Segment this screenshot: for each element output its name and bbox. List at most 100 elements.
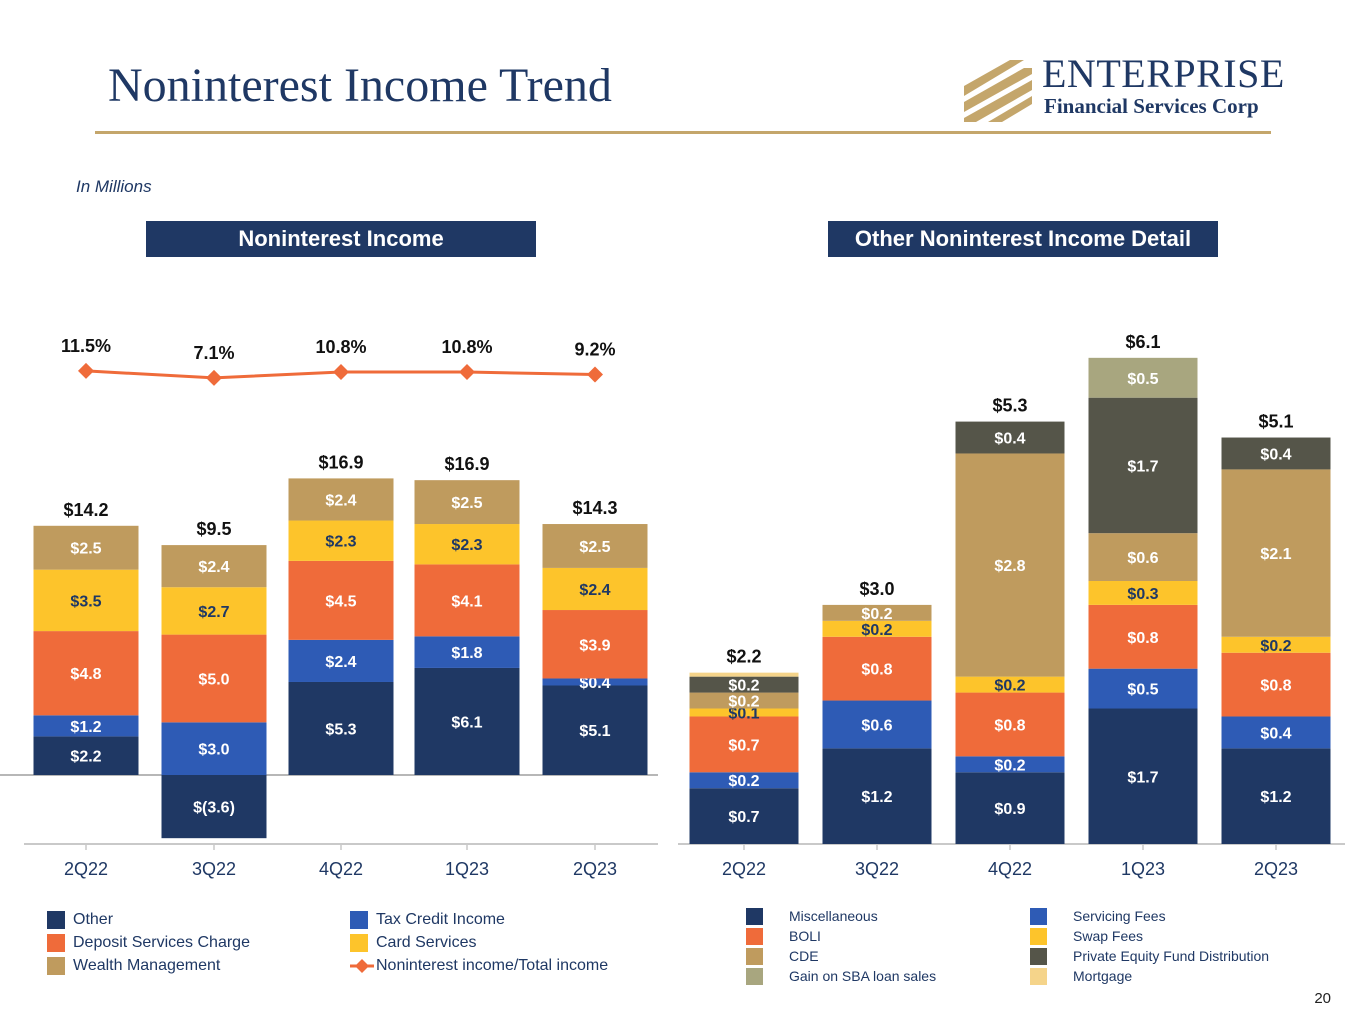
- left-bar-label: $4.8: [70, 666, 101, 683]
- right-bar-swap-fees: [689, 708, 799, 717]
- left-bar-card-services: [542, 567, 648, 611]
- left-bar-label: $5.0: [198, 671, 229, 688]
- right-bar-boli: [1221, 652, 1331, 717]
- ratio-point: [206, 369, 222, 386]
- right-bar-label: $0.3: [1127, 586, 1158, 603]
- left-tick-label: 2Q23: [573, 859, 617, 879]
- legend-label: BOLI: [789, 928, 821, 944]
- ratio-point: [78, 362, 94, 379]
- logo-subtitle: Financial Services Corp: [1044, 94, 1259, 118]
- units-note: In Millions: [76, 177, 152, 196]
- page-title: Noninterest Income Trend: [108, 59, 612, 112]
- right-total-label: $2.2: [726, 647, 761, 667]
- left-bar-deposit-services-charge: [33, 631, 139, 716]
- left-bar-label: $3.5: [70, 593, 101, 610]
- logo-name: ENTERPRISE: [1042, 51, 1285, 96]
- right-bar-label: $1.2: [861, 789, 892, 806]
- legend-swatch: [1030, 908, 1047, 925]
- legend-label: Deposit Services Charge: [73, 934, 250, 951]
- left-bar-label: $2.3: [325, 534, 356, 551]
- legend-label: Other: [73, 911, 114, 928]
- left-bar-label: $3.0: [198, 742, 229, 759]
- right-bar-cde: [689, 692, 799, 709]
- right-bar-label: $2.8: [994, 558, 1025, 575]
- right-bar-label: $1.2: [1260, 789, 1291, 806]
- legend-swatch: [350, 911, 368, 929]
- other-noninterest-income-chart: 2Q22$0.7$0.2$0.7$0.1$0.2$0.2$2.23Q22$1.2…: [678, 332, 1345, 879]
- legend-swatch: [746, 968, 763, 985]
- legend-swatch: [47, 934, 65, 952]
- right-bar-label: $2.1: [1260, 546, 1291, 563]
- left-bar-tax-credit-income: [288, 639, 394, 682]
- left-bar-tax-credit-income: [414, 636, 520, 668]
- right-total-label: $3.0: [859, 579, 894, 599]
- left-bar-card-services: [414, 524, 520, 565]
- left-bar-card-services: [161, 587, 267, 635]
- right-bar-label: $1.7: [1127, 458, 1158, 475]
- left-bar-label: $4.5: [325, 593, 356, 610]
- left-bar-other: [33, 736, 139, 775]
- right-bar-swap-fees: [955, 676, 1065, 693]
- ratio-label: 9.2%: [574, 340, 615, 360]
- left-bar-other: [542, 685, 648, 775]
- left-bar-label: $2.5: [70, 541, 101, 558]
- left-bar-deposit-services-charge: [288, 560, 394, 640]
- right-bar-label: $0.8: [994, 717, 1025, 734]
- left-tick-label: 1Q23: [445, 859, 489, 879]
- legend-swatch: [47, 911, 65, 929]
- left-bar-label: $2.4: [325, 492, 356, 509]
- right-bar-cde: [955, 453, 1065, 677]
- left-bar-label: $1.2: [70, 719, 101, 736]
- left-bar-label: $4.1: [451, 593, 482, 610]
- right-bar-label: $0.8: [1260, 678, 1291, 695]
- right-tick-label: 1Q23: [1121, 859, 1165, 879]
- left-bar-deposit-services-charge: [161, 634, 267, 723]
- left-bar-other: [161, 775, 267, 839]
- right-bar-label: $0.4: [1260, 446, 1291, 463]
- left-bar-label: $2.4: [325, 654, 356, 671]
- right-bar-private-equity-fund-distribution: [689, 676, 799, 693]
- left-bar-tax-credit-income: [161, 722, 267, 775]
- right-bar-servicing-fees: [1221, 716, 1331, 749]
- company-logo: ENTERPRISE Financial Services Corp: [962, 51, 1285, 126]
- right-bar-cde: [1088, 533, 1198, 581]
- right-tick-label: 2Q23: [1254, 859, 1298, 879]
- left-bar-label: $5.3: [325, 721, 356, 738]
- left-tick-label: 2Q22: [64, 859, 108, 879]
- right-bar-boli: [689, 716, 799, 773]
- left-bar-card-services: [288, 520, 394, 561]
- right-bar-miscellaneous: [1088, 708, 1198, 844]
- right-bar-miscellaneous: [955, 772, 1065, 844]
- right-bar-servicing-fees: [689, 772, 799, 789]
- right-bar-servicing-fees: [955, 756, 1065, 773]
- right-bar-private-equity-fund-distribution: [1088, 397, 1198, 534]
- left-total-label: $16.9: [318, 452, 363, 472]
- right-bar-label: $0.2: [994, 757, 1025, 774]
- enterprise-logo-icon: [964, 60, 1032, 122]
- legend-label: Swap Fees: [1073, 928, 1144, 944]
- legend-label: Wealth Management: [73, 957, 221, 974]
- right-total-label: $5.3: [992, 396, 1027, 416]
- right-bar-miscellaneous: [689, 788, 799, 844]
- line-diamond-legend-icon: [350, 957, 374, 975]
- ratio-point: [333, 364, 349, 380]
- left-bar-tax-credit-income: [542, 678, 648, 686]
- legend-swatch: [746, 908, 763, 925]
- left-bar-other: [414, 667, 520, 775]
- right-bar-boli: [955, 692, 1065, 757]
- right-total-label: $5.1: [1258, 412, 1293, 432]
- right-bar-label: $0.5: [1127, 682, 1158, 699]
- left-chart-title: Noninterest Income: [146, 221, 536, 257]
- left-bar-label: $1.8: [451, 645, 482, 662]
- left-bar-label: $6.1: [451, 714, 482, 731]
- legend-swatch: [1030, 928, 1047, 945]
- right-tick-label: 3Q22: [855, 859, 899, 879]
- left-bar-label: $2.5: [579, 539, 610, 556]
- left-total-label: $16.9: [444, 454, 489, 474]
- right-bar-mortgage: [689, 672, 799, 677]
- right-bar-label: $0.1: [728, 705, 759, 722]
- right-tick-label: 2Q22: [722, 859, 766, 879]
- right-bar-miscellaneous: [1221, 748, 1331, 844]
- ratio-label: 7.1%: [193, 343, 234, 363]
- right-bar-label: $0.4: [1260, 725, 1291, 742]
